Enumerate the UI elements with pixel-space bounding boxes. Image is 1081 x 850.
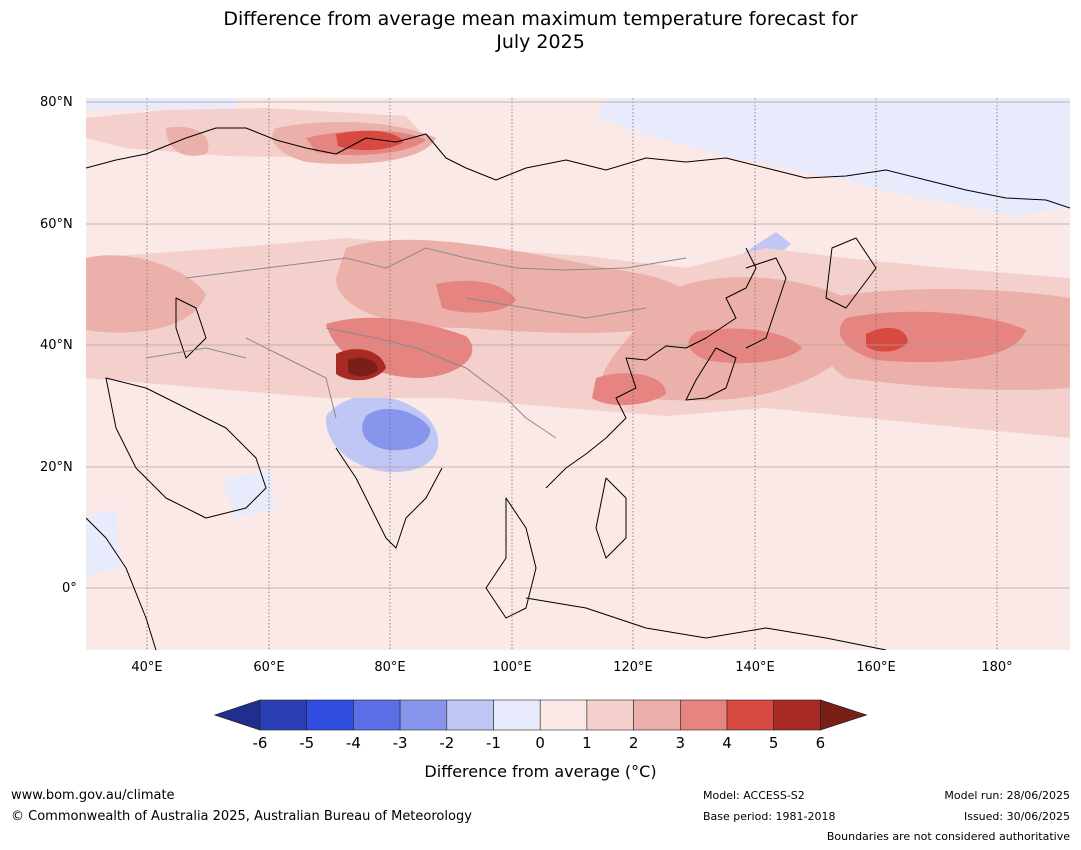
- north-india-cool-zone-inner: [362, 408, 431, 451]
- colorbar-tick-label: 5: [768, 734, 779, 752]
- iran-afghanistan-border: [245, 337, 337, 419]
- map-svg: [86, 98, 1070, 650]
- disclaimer-text: Boundaries are not considered authoritat…: [826, 830, 1070, 843]
- philippines-coastline: [595, 477, 627, 559]
- latitude-gridlines: [86, 101, 1070, 589]
- colorbar-tick-label: -2: [439, 734, 455, 752]
- western-china-max-zone: [348, 357, 378, 377]
- mid-latitude-warm-band: [86, 238, 1070, 438]
- arabian-sea-cool-zone: [222, 470, 274, 518]
- colorbar-extend-low: [214, 699, 261, 731]
- colorbar-tick-label: 2: [628, 734, 639, 752]
- colorbar-cell: [773, 699, 821, 731]
- issued-text: Issued: 30/06/2025: [963, 810, 1070, 823]
- indonesia-coastline: [525, 597, 887, 650]
- colorbar-tick-label: -3: [392, 734, 408, 752]
- arabia-coastline: [105, 377, 267, 519]
- colorbar-tick-label: -4: [345, 734, 361, 752]
- lon-label-160e: 160°E: [856, 660, 896, 675]
- colorbar-cell: [353, 699, 401, 731]
- colorbar-cell: [633, 699, 681, 731]
- colorbar-cell: [259, 699, 308, 731]
- lon-label-120e: 120°E: [613, 660, 653, 675]
- copyright-text: © Commonwealth of Australia 2025, Austra…: [11, 809, 472, 824]
- colorbar-tick-label: -1: [486, 734, 501, 752]
- india-coastline: [335, 447, 443, 549]
- coastlines: [86, 127, 1070, 650]
- website-link[interactable]: www.bom.gov.au/climate: [11, 788, 175, 803]
- lon-label-140e: 140°E: [735, 660, 775, 675]
- arctic-coast-cool-zone: [86, 98, 236, 110]
- colorbar-tick-label: -6: [252, 734, 268, 752]
- colorbar-cell: [306, 699, 354, 731]
- lat-label-40n: 40°N: [40, 338, 73, 353]
- china-southwest-border: [325, 327, 557, 439]
- indochina-coastline: [485, 497, 537, 619]
- east-china-hot-zone: [592, 373, 666, 406]
- colorbar-extend-high: [820, 699, 868, 731]
- mongolia-hot-zone: [436, 280, 516, 313]
- title-line-2: July 2025: [496, 31, 585, 53]
- anomaly-map: [86, 98, 1070, 650]
- lon-label-180: 180°: [981, 660, 1013, 675]
- colorbar: [214, 699, 868, 731]
- colorbar-label: Difference from average (°C): [424, 762, 657, 781]
- east-africa-coastline: [86, 517, 157, 650]
- kamchatka-coastline: [825, 237, 877, 309]
- colorbar-tick-label: 4: [722, 734, 732, 752]
- colorbar-cell: [679, 699, 728, 731]
- longitude-gridlines: [146, 98, 998, 650]
- lat-label-0: 0°: [62, 581, 77, 596]
- model-text: Model: ACCESS-S2: [703, 789, 805, 802]
- colorbar-cell: [493, 699, 541, 731]
- north-pacific-max-zone: [866, 327, 908, 352]
- mongolia-border: [465, 297, 647, 319]
- east-africa-cool-zone: [86, 508, 120, 576]
- lon-label-40e: 40°E: [131, 660, 163, 675]
- lon-label-60e: 60°E: [253, 660, 285, 675]
- colorbar-cell: [586, 699, 634, 731]
- chart-title: Difference from average mean maximum tem…: [0, 8, 1081, 54]
- lon-label-80e: 80°E: [374, 660, 406, 675]
- lon-label-100e: 100°E: [492, 660, 532, 675]
- lat-label-60n: 60°N: [40, 217, 73, 232]
- national-borders: [145, 247, 687, 439]
- japan-coastline: [685, 347, 737, 401]
- colorbar-cells: [214, 699, 868, 731]
- east-asia-coastline: [545, 247, 757, 489]
- russia-southern-border: [185, 247, 687, 279]
- colorbar-cell: [446, 699, 494, 731]
- colorbar-tick-label: -5: [299, 734, 315, 752]
- colorbar-tick-label: 6: [815, 734, 826, 752]
- colorbar-cell: [399, 699, 448, 731]
- central-asia-warm-zone: [336, 239, 694, 334]
- base-period-text: Base period: 1981-2018: [703, 810, 836, 823]
- model-run-text: Model run: 28/06/2025: [944, 789, 1070, 802]
- warm-anomaly-zones: [86, 108, 1070, 438]
- lat-label-20n: 20°N: [40, 460, 73, 475]
- middle-east-border: [145, 347, 247, 359]
- lat-label-80n: 80°N: [40, 95, 73, 110]
- arctic-coastline: [86, 127, 1070, 209]
- title-line-1: Difference from average mean maximum tem…: [223, 8, 858, 30]
- colorbar-tick-label: 0: [535, 734, 545, 752]
- colorbar-tick-label: 3: [675, 734, 686, 752]
- colorbar-tick-label: 1: [582, 734, 592, 752]
- colorbar-cell: [539, 699, 588, 731]
- japan-sea-hot-zone: [688, 328, 802, 364]
- sakhalin-coastline: [745, 257, 787, 349]
- colorbar-cell: [726, 699, 775, 731]
- caspian-coastline: [175, 297, 207, 359]
